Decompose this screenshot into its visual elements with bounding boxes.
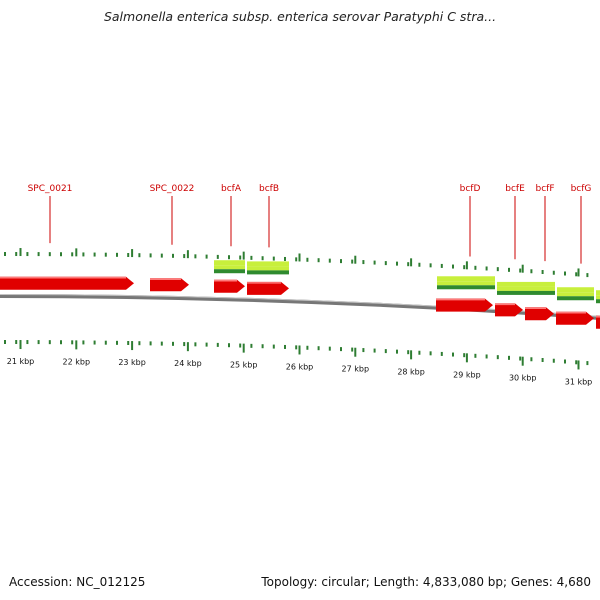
feature-bar-light [214,260,245,266]
gene-arrow [247,281,289,295]
feature-bar-light [214,265,245,270]
gene-label: bcfB [259,184,279,194]
feature-bar-light [247,266,289,271]
feature-bar-light [437,276,495,282]
bottom-tick-track [4,340,589,370]
gene-label: bcfA [221,184,242,194]
gene-label: SPC_0022 [150,184,195,194]
feature-bar-dark [214,269,245,274]
gene-arrow [525,307,554,321]
top-tick-track [4,248,589,278]
kbp-tick-label: 27 kbp [342,365,370,374]
kbp-tick-label: 26 kbp [286,362,314,371]
feature-bar-dark [247,270,289,275]
kbp-tick-label: 31 kbp [565,377,593,386]
kbp-tick-label: 29 kbp [453,370,481,379]
gene-label: SPC_0021 [28,184,73,194]
genome-stats: Topology: circular; Length: 4,833,080 bp… [261,575,591,589]
gene-arrow [495,303,523,317]
gene-label: bcfD [460,184,481,194]
feature-bar-light [557,287,594,293]
kbp-tick-label: 28 kbp [397,367,425,376]
map-title: Salmonella enterica subsp. enterica sero… [103,9,497,24]
gene-arrow [596,315,600,329]
feature-bar-dark [557,296,594,301]
kbp-tick-label: 30 kbp [509,374,537,383]
feature-bar-light [497,286,555,291]
feature-bar-light [596,295,600,300]
feature-bar-light [437,281,495,286]
feature-bar-light [247,261,289,267]
gene-arrow [150,278,189,292]
accession-label: Accession: NC_012125 [9,575,146,589]
gene-label-track: SPC_0021 SPC_0022 bcfA bcfB bcfD bcfE bcfF bcfG [28,184,592,264]
gene-arrow [436,298,493,312]
kbp-tick-label: 22 kbp [63,357,91,366]
kbp-tick-label: 25 kbp [230,361,258,370]
kbp-tick-label: 23 kbp [118,358,146,367]
feature-bar-dark [497,290,555,295]
kbp-tick-label: 21 kbp [7,357,35,366]
gene-arrow [0,276,134,290]
feature-bar-light [596,290,600,296]
gene-label: bcfE [505,184,525,194]
kbp-tick-label: 24 kbp [174,359,202,368]
gene-label: bcfG [571,184,592,194]
kbp-scale: 21 kbp 22 kbp 23 kbp 24 kbp 25 kbp 26 kbp 27 k… [7,357,593,386]
feature-bar-dark [596,299,600,304]
gene-label: bcfF [535,184,554,194]
feature-bar-light [557,292,594,297]
gene-arrow [556,311,594,325]
gene-track [0,260,600,329]
feature-bar-dark [437,285,495,290]
feature-bar-light [497,281,555,287]
gene-arrow [214,279,245,293]
